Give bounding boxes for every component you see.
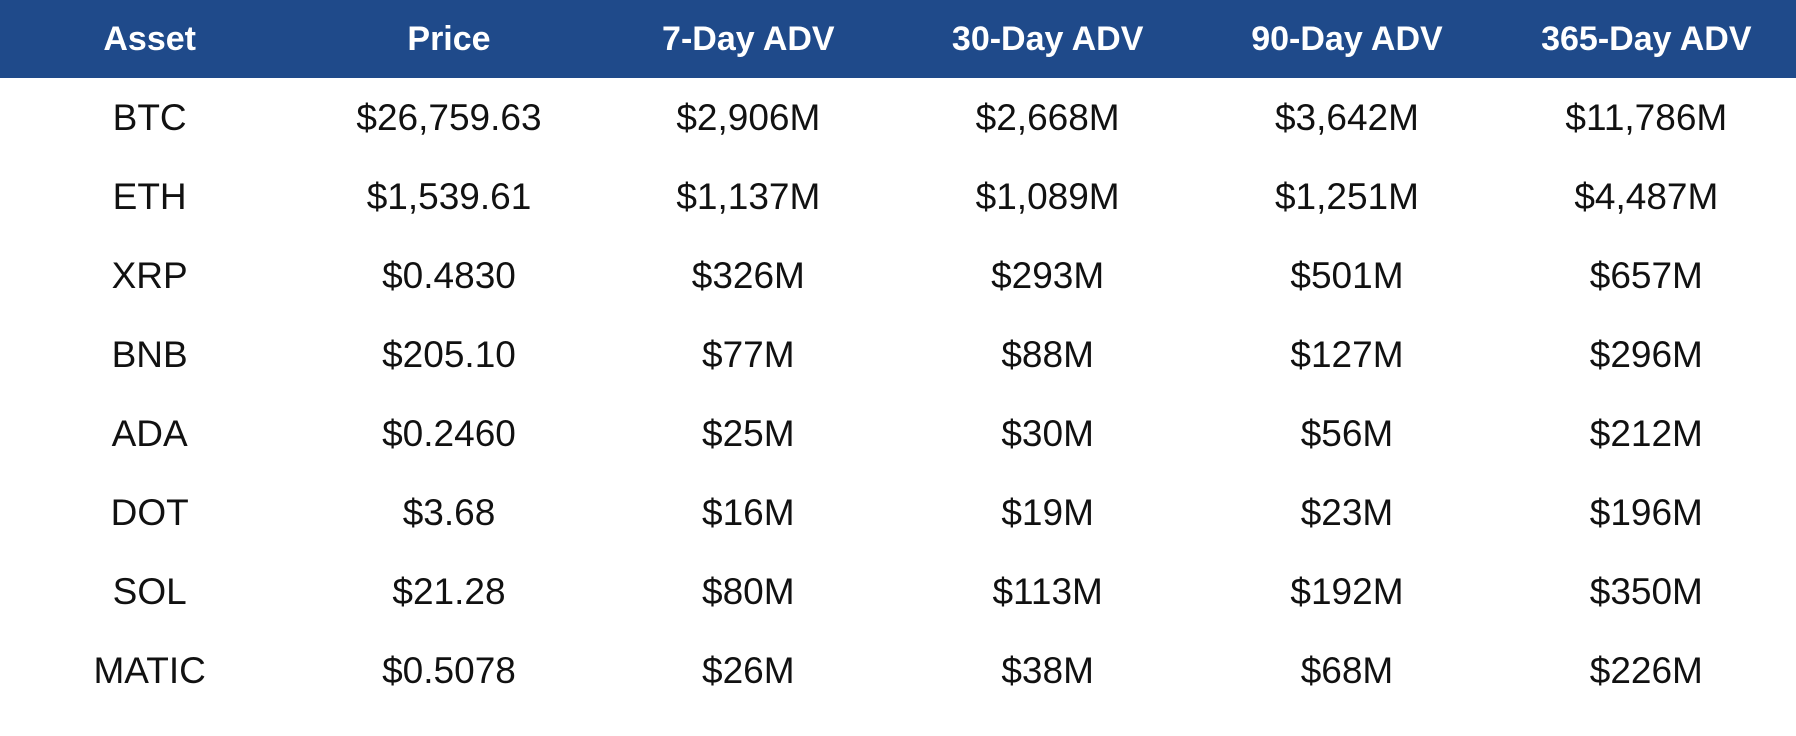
- asset-cell: SOL: [112, 570, 187, 612]
- header-cell: 365-Day ADV: [1496, 0, 1796, 78]
- value-cell: $56M: [1300, 412, 1394, 454]
- value-cell: $1,089M: [975, 175, 1120, 217]
- value-cell: $23M: [1300, 491, 1394, 533]
- asset-cell: MATIC: [93, 649, 206, 691]
- value-cell: $21.28: [392, 570, 506, 612]
- value-cell: $3.68: [402, 491, 496, 533]
- value-cell: $0.2460: [382, 412, 516, 454]
- value-cell: $2,668M: [975, 96, 1120, 138]
- value-cell: $19M: [1001, 491, 1094, 533]
- header-cell: Price: [299, 0, 599, 78]
- table-row: BNB $205.10 $77M $88M $127M $296M: [0, 315, 1796, 394]
- asset-cell: DOT: [110, 491, 189, 533]
- value-cell: $25M: [702, 412, 795, 454]
- table-body: BTC $26,759.63 $2,906M $2,668M $3,642M $11,78…: [0, 78, 1796, 710]
- table-row: DOT $3.68 $16M $19M $23M $196M: [0, 473, 1796, 552]
- table-row: BTC $26,759.63 $2,906M $2,668M $3,642M $11,78…: [0, 78, 1796, 157]
- header-cell: 7-Day ADV: [598, 0, 898, 78]
- value-cell: $326M: [691, 254, 805, 296]
- value-cell: $1,251M: [1274, 175, 1419, 217]
- value-cell: $4,487M: [1574, 175, 1719, 217]
- asset-cell: XRP: [111, 254, 188, 296]
- value-cell: $11,786M: [1565, 96, 1728, 138]
- table-row: ADA $0.2460 $25M $30M $56M $212M: [0, 394, 1796, 473]
- value-cell: $68M: [1300, 649, 1394, 691]
- value-cell: $1,539.61: [366, 175, 532, 217]
- asset-cell: BTC: [112, 96, 187, 138]
- header-cell: 30-Day ADV: [897, 0, 1198, 78]
- value-cell: $80M: [702, 570, 795, 612]
- header-row: Asset Price 7-Day ADV 30-Day ADV 90-Day ADV 3…: [0, 0, 1796, 78]
- table-row: ETH $1,539.61 $1,137M $1,089M $1,251M $4,487M: [0, 157, 1796, 236]
- asset-cell: ETH: [112, 175, 187, 217]
- value-cell: $350M: [1589, 570, 1703, 612]
- asset-cell: BNB: [111, 333, 188, 375]
- value-cell: $226M: [1589, 649, 1703, 691]
- table-header: Asset Price 7-Day ADV 30-Day ADV 90-Day ADV 3…: [0, 0, 1796, 78]
- value-cell: $26M: [702, 649, 795, 691]
- table-row: SOL $21.28 $80M $113M $192M $350M: [0, 552, 1796, 631]
- value-cell: $196M: [1589, 491, 1703, 533]
- value-cell: $2,906M: [676, 96, 821, 138]
- value-cell: $0.4830: [382, 254, 516, 296]
- value-cell: $113M: [992, 570, 1103, 612]
- value-cell: $296M: [1589, 333, 1703, 375]
- value-cell: $26,759.63: [356, 96, 542, 138]
- value-cell: $192M: [1290, 570, 1404, 612]
- value-cell: $205.10: [382, 333, 516, 375]
- value-cell: $127M: [1290, 333, 1404, 375]
- header-cell: 90-Day ADV: [1197, 0, 1497, 78]
- table-row: XRP $0.4830 $326M $293M $501M $657M: [0, 236, 1796, 315]
- value-cell: $293M: [991, 254, 1105, 296]
- header-cell: Asset: [0, 0, 300, 78]
- value-cell: $88M: [1001, 333, 1094, 375]
- value-cell: $38M: [1001, 649, 1094, 691]
- value-cell: $30M: [1001, 412, 1094, 454]
- value-cell: $77M: [702, 333, 795, 375]
- value-cell: $657M: [1589, 254, 1703, 296]
- value-cell: $501M: [1290, 254, 1404, 296]
- value-cell: $1,137M: [676, 175, 821, 217]
- value-cell: $3,642M: [1274, 96, 1419, 138]
- data-table: Asset Price 7-Day ADV 30-Day ADV 90-Day ADV 3…: [0, 0, 1796, 710]
- asset-cell: ADA: [111, 412, 188, 454]
- value-cell: $16M: [702, 491, 795, 533]
- value-cell: $0.5078: [382, 649, 516, 691]
- value-cell: $212M: [1589, 412, 1703, 454]
- table-row: MATIC $0.5078 $26M $38M $68M $226M: [0, 631, 1796, 710]
